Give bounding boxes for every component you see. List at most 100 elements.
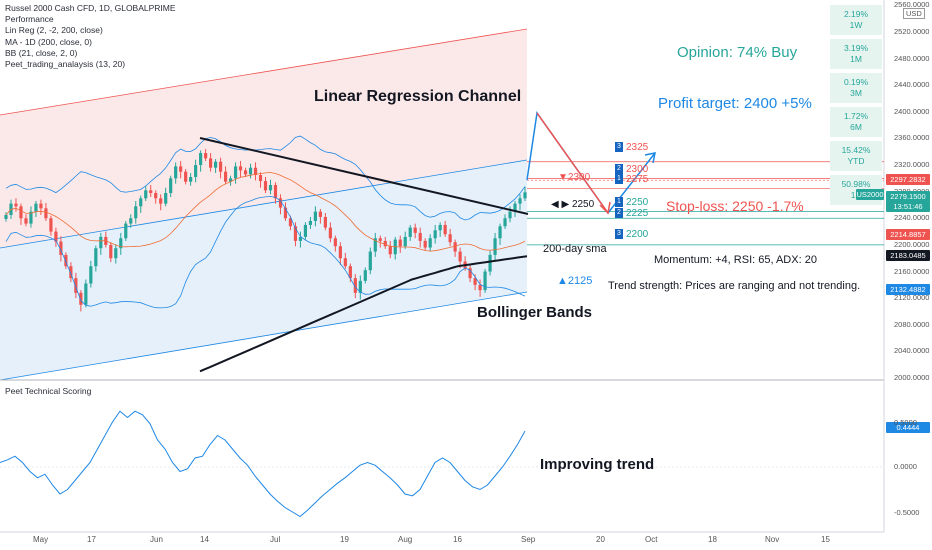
candle-body bbox=[523, 192, 527, 199]
price-tick: 2400.0000 bbox=[894, 106, 930, 116]
bollinger-lower bbox=[5, 196, 526, 309]
candle-body bbox=[59, 241, 63, 255]
time-tick: Oct bbox=[645, 535, 658, 544]
indicator-linreg[interactable]: Lin Reg (2, -2, 200, close) bbox=[5, 25, 103, 36]
candle-body bbox=[263, 181, 268, 191]
price-label: 2183.0485 bbox=[886, 250, 930, 262]
candle-body bbox=[243, 170, 248, 175]
level-2200: 3 2200 bbox=[615, 229, 648, 240]
level-rank-badge: 1 bbox=[615, 174, 623, 185]
time-tick: Jun bbox=[150, 535, 163, 544]
bollinger-label: Bollinger Bands bbox=[477, 304, 593, 321]
candle-body bbox=[174, 166, 178, 179]
level-rank-badge: 3 bbox=[615, 229, 623, 240]
candle-body bbox=[318, 211, 322, 217]
candle-body bbox=[293, 226, 298, 241]
candle-body bbox=[74, 278, 78, 293]
candle-body bbox=[478, 284, 482, 291]
stop-loss-text: Stop-loss: 2250 -1.7% bbox=[666, 198, 804, 214]
candle-body bbox=[308, 220, 313, 225]
candle-body bbox=[64, 254, 68, 267]
resistance-trendline bbox=[199, 137, 529, 215]
candle-body bbox=[488, 254, 492, 272]
perf-1m: 3.19% 1M bbox=[830, 39, 882, 69]
linreg-lower-fill bbox=[0, 160, 527, 380]
candle-body bbox=[333, 238, 337, 247]
candle-body bbox=[228, 178, 233, 182]
time-tick: 19 bbox=[340, 535, 349, 544]
candle-body bbox=[353, 278, 357, 293]
level-rank-badge: 1 bbox=[615, 197, 623, 208]
candle-body bbox=[169, 178, 173, 193]
level-2300: 2 2300 bbox=[615, 164, 648, 175]
candle-body bbox=[403, 236, 407, 247]
price-tick: 2000.0000 bbox=[894, 373, 930, 382]
opinion-text: Opinion: 74% Buy bbox=[677, 44, 798, 61]
arrowhead-down bbox=[599, 201, 611, 215]
price-label: 13:51:46 bbox=[886, 201, 930, 213]
candle-body bbox=[14, 203, 18, 207]
linreg-upper-line bbox=[0, 28, 528, 116]
candle-body bbox=[109, 244, 113, 259]
time-tick: Nov bbox=[765, 535, 780, 544]
candle-body bbox=[134, 206, 138, 219]
candle-body bbox=[49, 218, 53, 232]
linreg-lower-line bbox=[0, 291, 528, 381]
candle-body bbox=[373, 238, 377, 252]
price-tick: 2360.0000 bbox=[894, 133, 930, 143]
oscillator-value-label: 0.4444 bbox=[886, 422, 930, 433]
indicator-performance[interactable]: Performance bbox=[5, 14, 54, 25]
osc-tick: -0.5000 bbox=[894, 508, 920, 517]
price-tick: 2440.0000 bbox=[894, 80, 930, 90]
candle-body bbox=[94, 248, 98, 267]
time-tick: 16 bbox=[453, 535, 462, 544]
candle-body bbox=[164, 192, 168, 204]
level-2125-marker: ▲2125 bbox=[557, 275, 593, 287]
price-tick: 2080.0000 bbox=[894, 319, 930, 329]
perf-3m: 0.19% 3M bbox=[830, 73, 882, 103]
linreg-mid-line bbox=[0, 159, 528, 249]
candle-body bbox=[513, 203, 517, 212]
candle-body bbox=[248, 167, 253, 175]
candle-body bbox=[428, 238, 432, 248]
price-label: 2214.8857 bbox=[886, 228, 930, 240]
candle-body bbox=[368, 251, 372, 271]
candle-body bbox=[343, 258, 347, 267]
candle-body bbox=[283, 207, 288, 219]
indicator-ma[interactable]: MA - 1D (200, close, 0) bbox=[5, 36, 92, 47]
candle-body bbox=[443, 224, 447, 235]
candle-body bbox=[423, 240, 427, 248]
candle-body bbox=[438, 224, 442, 231]
candle-body bbox=[209, 158, 213, 168]
level-rank-badge: 2 bbox=[615, 208, 623, 219]
bollinger-upper bbox=[5, 135, 526, 221]
candle-body bbox=[4, 214, 8, 219]
chart-header: Russel 2000 Cash CFD, 1D, GLOBALPRIME Pe… bbox=[5, 3, 176, 70]
time-tick: 18 bbox=[708, 535, 717, 544]
candle-body bbox=[378, 238, 382, 241]
level-2250-marker: ◀ ▶ 2250 bbox=[551, 199, 595, 210]
candle-body bbox=[273, 185, 278, 199]
symbol-title: Russel 2000 Cash CFD, 1D, GLOBALPRIME bbox=[5, 3, 176, 13]
time-tick: Aug bbox=[398, 535, 413, 544]
level-2275: 1 2275 bbox=[615, 174, 648, 185]
candle-body bbox=[79, 292, 83, 305]
perf-1w: 2.19% 1W bbox=[830, 5, 882, 35]
candle-body bbox=[218, 161, 223, 172]
price-label: 2297.2832 bbox=[886, 174, 930, 186]
candle-body bbox=[99, 236, 103, 249]
candle-body bbox=[189, 177, 193, 182]
candle-body bbox=[448, 234, 452, 243]
price-label: US2000 bbox=[856, 189, 884, 201]
indicator-peet[interactable]: Peet_trading_analaysis (13, 20) bbox=[5, 59, 126, 70]
candle-body bbox=[303, 224, 308, 237]
time-tick: 17 bbox=[87, 535, 96, 544]
candle-body bbox=[179, 166, 183, 172]
osc-tick: 0.0000 bbox=[894, 462, 917, 471]
level-rank-badge: 2 bbox=[615, 164, 623, 175]
linreg-channel-label: Linear Regression Channel bbox=[314, 88, 522, 105]
candle-body bbox=[119, 238, 123, 249]
indicator-bb[interactable]: BB (21, close, 2, 0) bbox=[5, 47, 78, 58]
candle-body bbox=[453, 242, 457, 252]
